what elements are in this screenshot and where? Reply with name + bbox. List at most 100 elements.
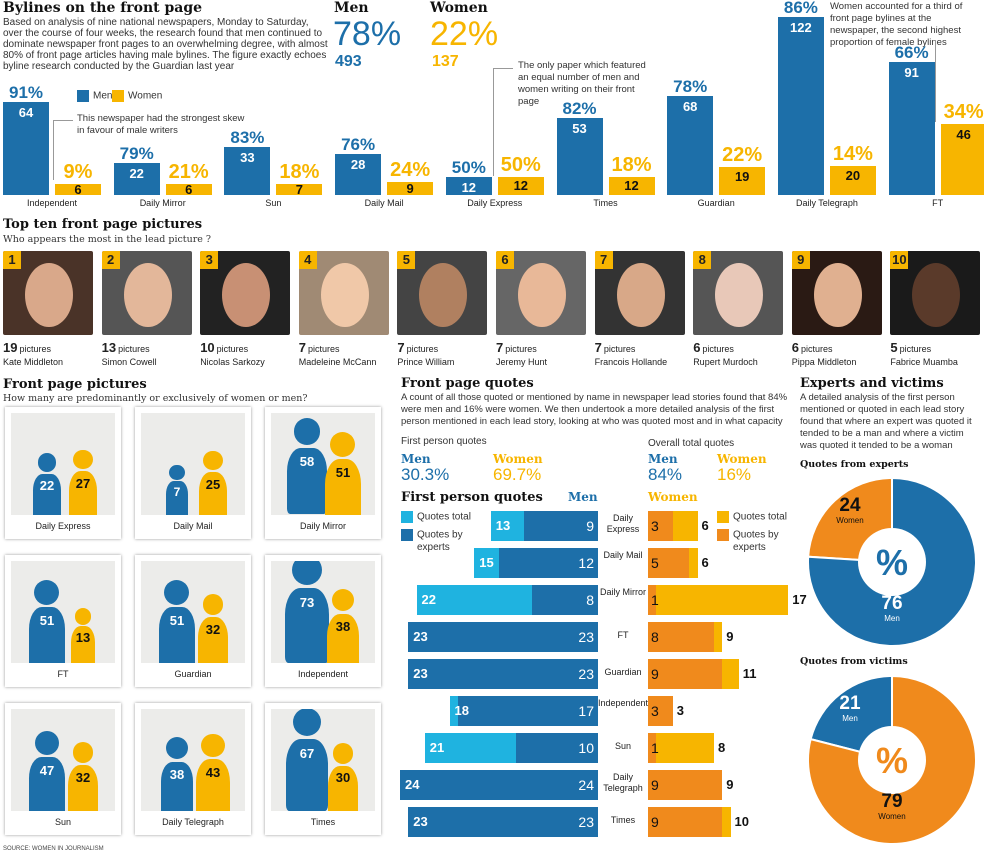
figure-count: 51 [169, 612, 185, 628]
women-total-label: 6 [701, 555, 709, 570]
label-women-pct: 18% [279, 161, 320, 183]
bar-women: 19 [719, 167, 766, 195]
woman-figure-icon [67, 741, 99, 811]
experts-title: Experts and victims [800, 376, 944, 391]
row-label: Daily Telegraph [603, 772, 643, 793]
label-women-pct: 18% [611, 154, 652, 177]
figure-count: 47 [39, 762, 55, 778]
rank-badge: 3 [200, 251, 219, 269]
face-shape [25, 263, 73, 327]
figure-count: 32 [205, 621, 221, 637]
women-total-label: 6 [701, 518, 709, 533]
women-experts-label: 9 [651, 777, 659, 793]
bar-men-experts [408, 622, 598, 652]
count-value: 7 [298, 340, 307, 355]
bar-women: 7 [276, 183, 323, 196]
label-men-pct: 66% [894, 43, 929, 63]
man-figure-icon [160, 737, 194, 811]
woman-figure-icon [198, 451, 228, 515]
women-experts-label: 1 [651, 592, 659, 608]
donut-chart [807, 476, 977, 647]
first-women-label: Women [493, 452, 543, 466]
label-men-pct: 50% [451, 158, 486, 178]
men-total-label: 24 [405, 777, 420, 792]
figure-count: 38 [169, 766, 185, 782]
bylines-intro: Based on analysis of nine national newsp… [3, 17, 328, 72]
figure-count: 27 [75, 475, 91, 491]
bar-women-experts [648, 807, 723, 837]
front-pictures-title: Front page pictures [3, 377, 147, 392]
figure-count: 38 [335, 618, 351, 634]
men-experts-label: 8 [586, 592, 594, 608]
count-value: 5 [890, 340, 898, 355]
donut-slice-men [807, 476, 977, 647]
rank-badge: 9 [791, 251, 810, 269]
panel-label: Sun [54, 817, 71, 827]
panel-label: Daily Express [35, 521, 91, 531]
women-total-label: 9 [726, 629, 734, 644]
label-men-pct: 91% [8, 82, 44, 102]
label-men-pct: 86% [783, 0, 818, 17]
bar-women: 9 [387, 182, 434, 195]
men-experts-label: 17 [578, 703, 594, 719]
category-label: Daily Mirror [139, 198, 186, 208]
men-label: Men [334, 0, 369, 16]
women-experts-label: 3 [651, 518, 659, 534]
quotes-women-header: Women [648, 490, 698, 504]
men-experts-label: 12 [578, 555, 594, 571]
bar-women-experts [648, 585, 657, 615]
person-name: Prince William [397, 357, 455, 367]
man-figure-icon [287, 418, 327, 515]
category-label: Daily Telegraph [795, 198, 858, 208]
bar-women: 46 [940, 124, 984, 195]
newspaper-panel: 73 38 Independent [265, 555, 381, 687]
row-label: Sun [614, 741, 631, 751]
category-label: Independent [26, 198, 78, 208]
count-unit: pictures [899, 344, 932, 354]
bar-men: 64 [3, 101, 49, 195]
newspaper-panel: 47 32 Sun [5, 703, 121, 835]
men-experts-label: 10 [578, 740, 594, 756]
bar-women: 6 [55, 183, 101, 196]
source-note: SOURCE: WOMEN IN JOURNALISM [3, 846, 104, 852]
bar-women-total [648, 733, 714, 763]
panel-label: Daily Mail [173, 521, 213, 531]
newspaper-panel: 67 30 Times [265, 703, 381, 835]
men-total-label: 22 [421, 592, 436, 607]
bar-men-experts [532, 585, 598, 615]
man-figure-icon [28, 579, 66, 663]
victims-donut-title: Quotes from victims [800, 656, 908, 667]
person-photo: 4 [298, 251, 389, 335]
picture-count: 7 pictures [299, 340, 340, 355]
note-line [935, 40, 936, 122]
woman-figure-icon [328, 743, 358, 811]
row-label: Daily Express [606, 513, 640, 534]
count-unit: pictures [702, 344, 734, 354]
figure-count: 58 [299, 453, 315, 469]
quotes-intro: A count of all those quoted or mentioned… [401, 392, 788, 427]
rank-badge: 2 [101, 251, 120, 269]
newspaper-panel: 7 25 Daily Mail [135, 407, 251, 539]
picture-count: 6 pictures [693, 340, 734, 355]
experts-intro: A detailed analysis of the first person … [800, 392, 972, 451]
pictures-title: Top ten front page pictures [3, 217, 203, 232]
person-name: Fabrice Muamba [890, 357, 958, 367]
count-value: 6 [693, 340, 701, 355]
person-name: Madeleine McCann [298, 357, 377, 367]
category-label: Daily Mail [364, 198, 404, 208]
figure-count: 32 [75, 769, 91, 785]
panel-label: FT [57, 669, 69, 679]
legend-men: Men [77, 90, 112, 103]
figure-count: 51 [39, 612, 55, 628]
row-label: Independent [598, 698, 649, 708]
overall-quotes-label: Overall total quotes [648, 438, 735, 449]
count-value: 19 [3, 340, 18, 355]
person-name: Kate Middleton [3, 357, 64, 367]
men-total-label: 13 [495, 518, 511, 533]
front-pictures-subtitle: How many are predominantly or exclusivel… [3, 393, 308, 404]
figure-count: 73 [299, 595, 315, 610]
bar-women-experts [648, 548, 690, 578]
rank-badge: 5 [397, 251, 416, 269]
bar-men: 53 [556, 117, 603, 195]
percent-symbol: % [875, 740, 908, 781]
